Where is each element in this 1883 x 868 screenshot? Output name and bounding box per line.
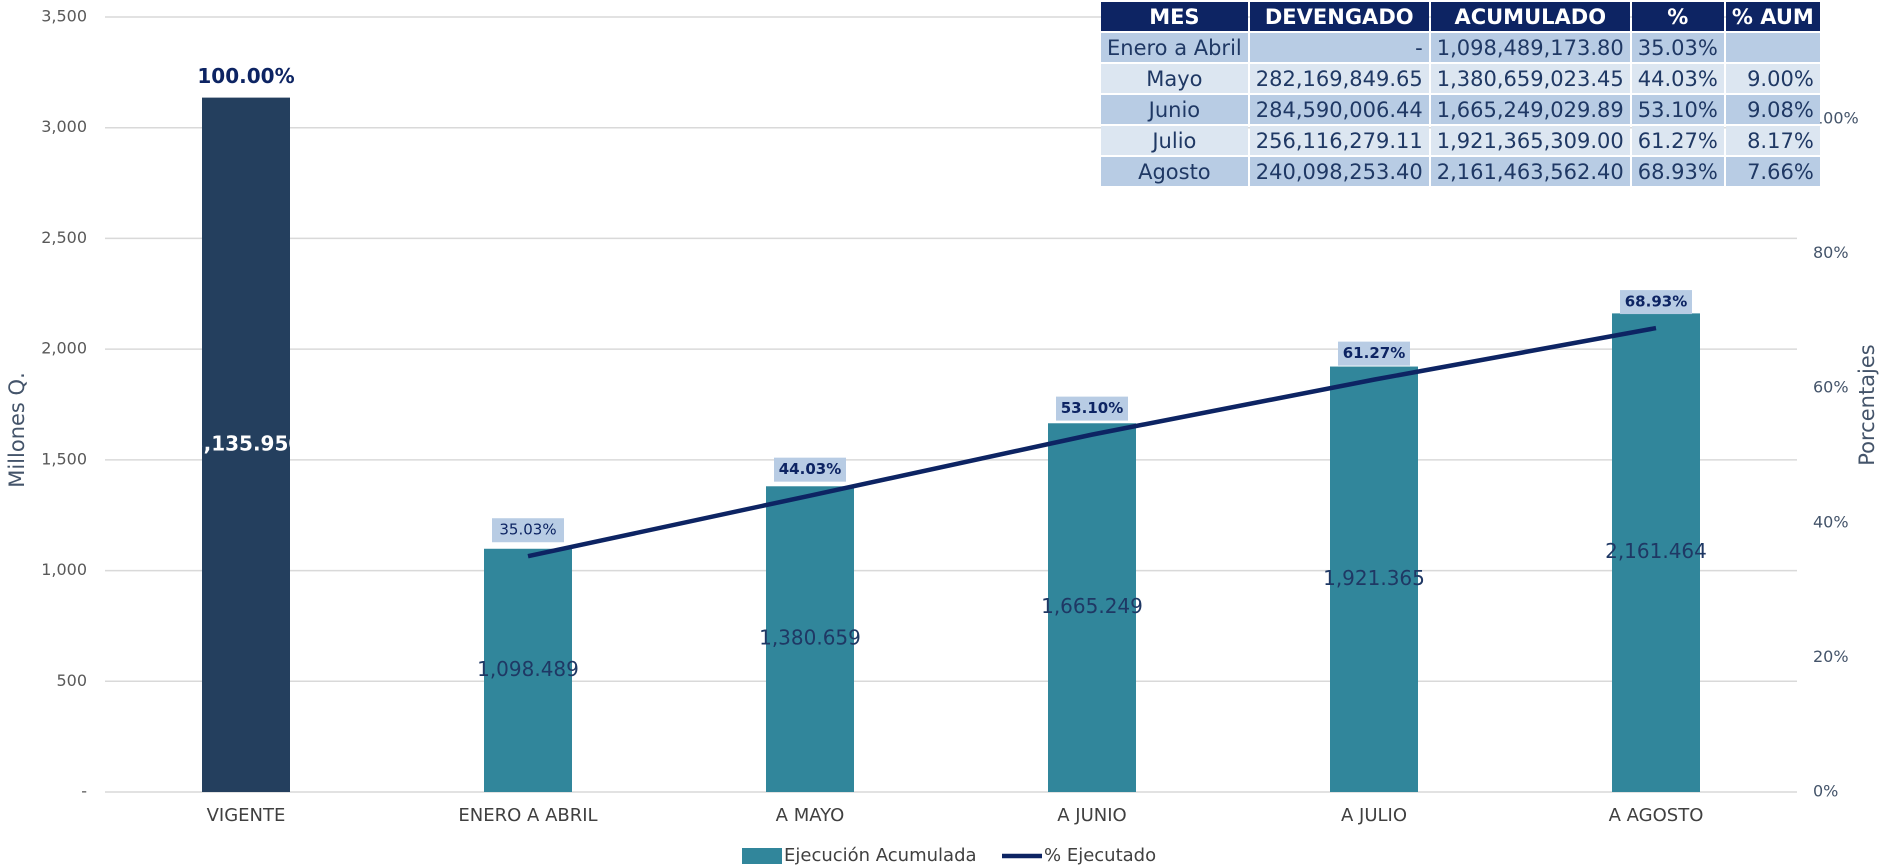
table-row: Mayo 282,169,849.65 1,380,659,023.45 44.03%…	[1101, 64, 1820, 93]
line-label-box	[1056, 396, 1128, 421]
table-cell: 240,098,253.40	[1249, 157, 1429, 186]
table-cell: 9.00%	[1725, 64, 1820, 93]
y2-tick-label: 40%	[1813, 512, 1849, 531]
table-row: Julio 256,116,279.11 1,921,365,309.00 61.27…	[1101, 126, 1820, 155]
line-label-box	[774, 457, 846, 482]
table-cell: Enero a Abril	[1101, 33, 1248, 62]
bar	[1330, 366, 1418, 792]
bar-annotation: 100.00%	[197, 64, 294, 88]
table-cell: 44.03%	[1631, 64, 1724, 93]
line-value-label: 35.03%	[499, 521, 556, 539]
table-cell: 8.17%	[1725, 126, 1820, 155]
table-cell	[1725, 33, 1820, 62]
line-value-label: 53.10%	[1061, 399, 1123, 417]
line-label-box	[1620, 290, 1692, 315]
table-cell: 61.27%	[1631, 126, 1724, 155]
bar	[484, 548, 572, 792]
table-row: Agosto 240,098,253.40 2,161,463,562.40 68.9…	[1101, 157, 1820, 186]
header-cell: %	[1631, 2, 1724, 31]
y2-tick-label: 80%	[1813, 243, 1849, 262]
bar	[1612, 313, 1700, 792]
line-label-box	[1338, 341, 1410, 366]
table-cell: 1,380,659,023.45	[1430, 64, 1630, 93]
table-cell: 7.66%	[1725, 157, 1820, 186]
x-tick-label: VIGENTE	[207, 805, 286, 826]
y-tick-label: 1,000	[41, 560, 87, 579]
x-tick-label: ENERO A ABRIL	[458, 805, 597, 826]
header-cell: MES	[1101, 2, 1248, 31]
table-cell: 35.03%	[1631, 33, 1724, 62]
legend-label: Ejecución Acumulada	[784, 845, 977, 866]
table-cell: Agosto	[1101, 157, 1248, 186]
table-cell: 1,098,489,173.80	[1430, 33, 1630, 62]
table-cell: 68.93%	[1631, 157, 1724, 186]
x-tick-label: A AGOSTO	[1609, 805, 1704, 826]
header-cell: DEVENGADO	[1249, 2, 1429, 31]
table-cell: 282,169,849.65	[1249, 64, 1429, 93]
line-value-label: 68.93%	[1625, 293, 1687, 311]
table-cell: -	[1249, 33, 1429, 62]
table-cell: 1,665,249,029.89	[1430, 95, 1630, 124]
x-tick-label: A MAYO	[776, 805, 845, 826]
y-tick-label: 3,000	[41, 117, 87, 136]
bar-value-label: 1,380.659	[759, 626, 861, 650]
legend-label: % Ejecutado	[1044, 845, 1156, 866]
table-cell: 284,590,006.44	[1249, 95, 1429, 124]
bar	[202, 97, 290, 792]
bar	[1048, 423, 1136, 792]
bar-value-label: 3,135.950	[190, 431, 303, 455]
table-cell: Julio	[1101, 126, 1248, 155]
x-tick-label: A JUNIO	[1057, 805, 1126, 826]
table-cell: 53.10%	[1631, 95, 1724, 124]
bar	[766, 486, 854, 792]
bar-value-label: 1,098.489	[477, 657, 579, 681]
header-cell: % AUM	[1725, 2, 1820, 31]
table-cell: 9.08%	[1725, 95, 1820, 124]
table-cell: 1,921,365,309.00	[1430, 126, 1630, 155]
table-cell: 256,116,279.11	[1249, 126, 1429, 155]
line-label-box	[492, 518, 564, 543]
bar-value-label: 1,921.365	[1323, 566, 1425, 590]
bar-value-label: 1,665.249	[1041, 594, 1143, 618]
y2-tick-label: 20%	[1813, 647, 1849, 666]
line	[527, 325, 1657, 559]
y-tick-label: 500	[56, 671, 87, 690]
line-value-label: 44.03%	[779, 460, 841, 478]
header-cell: ACUMULADO	[1430, 2, 1630, 31]
y-tick-label: 3,500	[41, 7, 87, 26]
bar-value-label: 2,161.464	[1605, 539, 1707, 563]
y-tick-label: 2,000	[41, 339, 87, 358]
table-row: Junio 284,590,006.44 1,665,249,029.89 53.10…	[1101, 95, 1820, 124]
y2-tick-label: 0%	[1813, 782, 1838, 801]
y-tick-label: 1,500	[41, 449, 87, 468]
y2-axis-label: Porcentajes	[1855, 344, 1879, 466]
line-value-label: 61.27%	[1343, 344, 1405, 362]
summary-table: MES DEVENGADO ACUMULADO%% AUM Enero a Abril…	[1099, 0, 1822, 188]
header-row: MES DEVENGADO ACUMULADO%% AUM	[1101, 2, 1820, 31]
table-cell: Mayo	[1101, 64, 1248, 93]
legend-swatch	[742, 848, 782, 864]
y-tick-label: 2,500	[41, 228, 87, 247]
x-tick-label: A JULIO	[1341, 805, 1407, 826]
y-axis-label: Millones Q.	[5, 372, 29, 488]
table-cell: Junio	[1101, 95, 1248, 124]
y-tick-label: -	[81, 782, 87, 801]
table-row: Enero a Abril -1,098,489,173.80 35.03%	[1101, 33, 1820, 62]
y2-tick-label: 60%	[1813, 378, 1849, 397]
y2-tick-label: 100%	[1813, 108, 1859, 127]
table-cell: 2,161,463,562.40	[1430, 157, 1630, 186]
